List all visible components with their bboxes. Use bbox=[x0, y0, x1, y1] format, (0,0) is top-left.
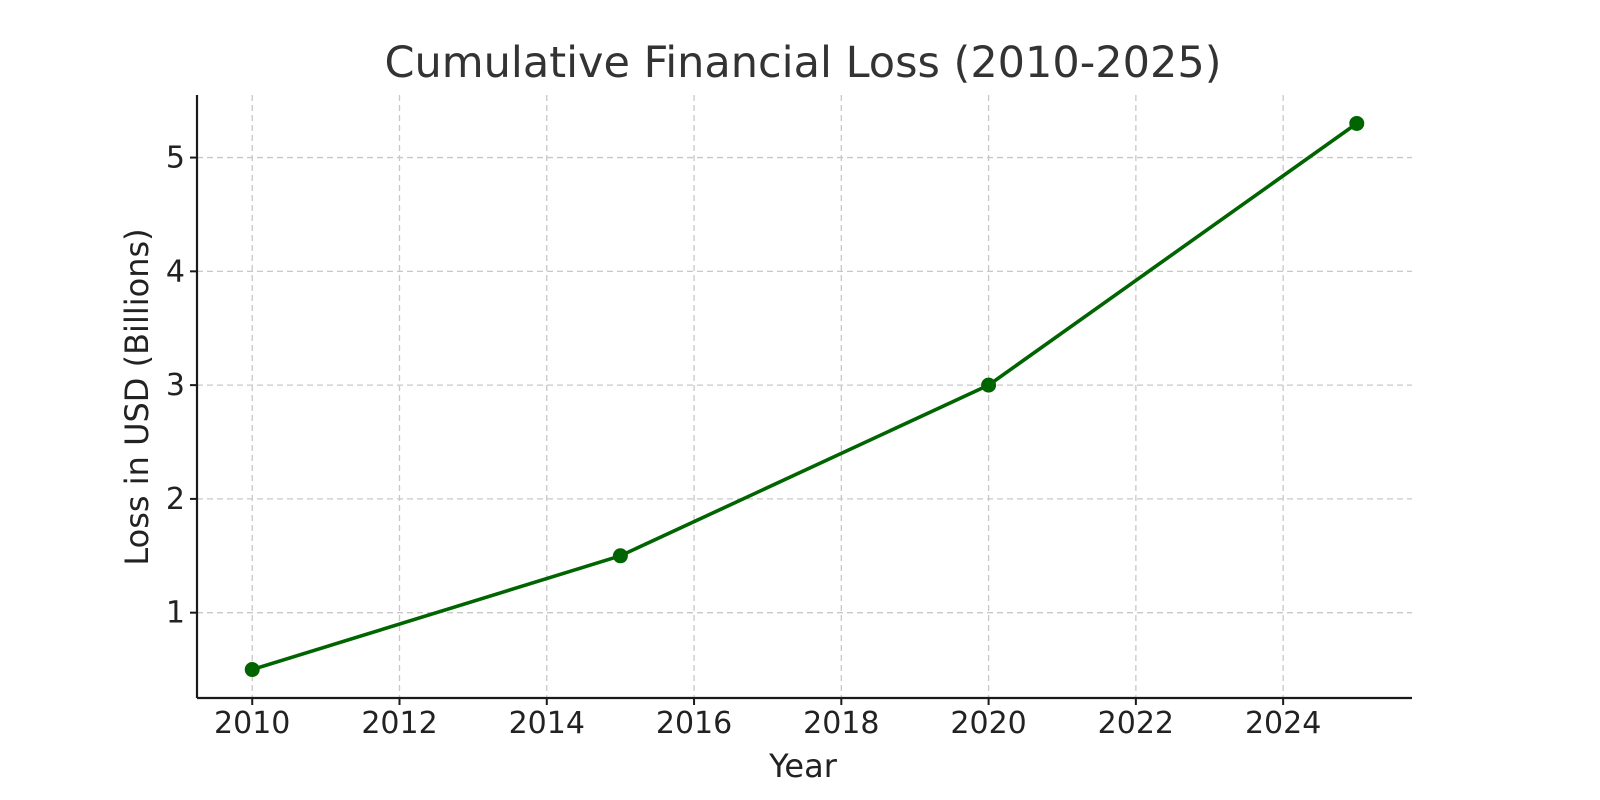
x-tick-label: 2018 bbox=[803, 706, 879, 741]
x-tick-label: 2020 bbox=[950, 706, 1026, 741]
x-tick-label: 2012 bbox=[361, 706, 437, 741]
grid bbox=[197, 95, 1412, 698]
x-tick-label: 2022 bbox=[1098, 706, 1174, 741]
y-tick-label: 2 bbox=[166, 482, 185, 517]
x-axis-label: Year bbox=[768, 747, 838, 785]
data-point bbox=[981, 377, 997, 393]
data-point bbox=[612, 548, 628, 564]
x-tick-label: 2010 bbox=[214, 706, 290, 741]
x-tick-label: 2016 bbox=[656, 706, 732, 741]
x-tick-label: 2024 bbox=[1245, 706, 1321, 741]
y-axis-label: Loss in USD (Billions) bbox=[118, 228, 156, 565]
x-tick-label: 2014 bbox=[509, 706, 585, 741]
data-point bbox=[244, 662, 260, 678]
data-point bbox=[1349, 115, 1365, 131]
axes bbox=[195, 95, 1412, 700]
ticks: 2010 2012 2014 2016 2018 2020 2022 2024 1 2 3 4 5 bbox=[166, 141, 1321, 741]
y-tick-label: 1 bbox=[166, 596, 185, 631]
y-tick-label: 5 bbox=[166, 141, 185, 176]
y-tick-label: 4 bbox=[166, 254, 185, 289]
y-tick-label: 3 bbox=[166, 368, 185, 403]
series bbox=[244, 115, 1365, 678]
chart-title: Cumulative Financial Loss (2010-2025) bbox=[385, 38, 1222, 88]
series-line bbox=[250, 121, 1359, 672]
